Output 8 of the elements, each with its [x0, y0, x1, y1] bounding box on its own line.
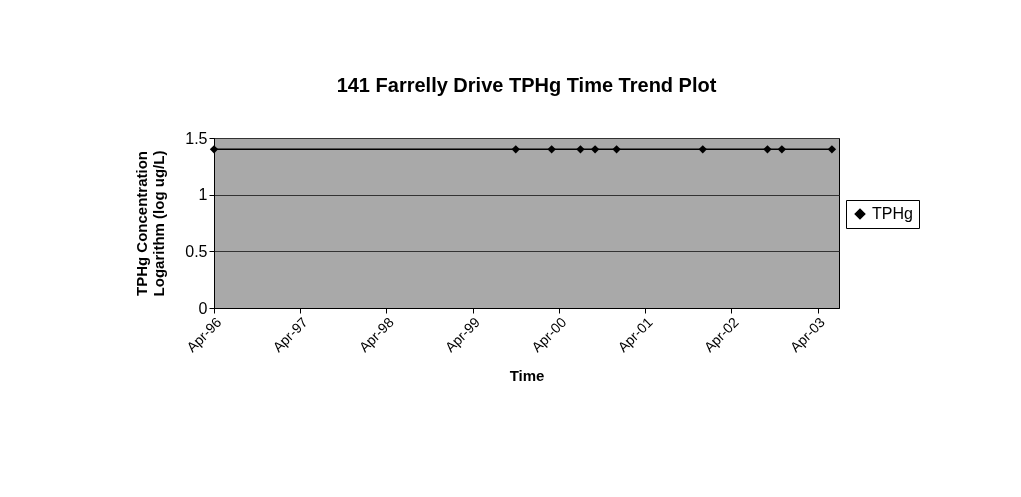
y-tick-label: 1 [198, 186, 208, 204]
legend-label: TPHg [872, 205, 913, 222]
y-tick-label: 0 [198, 299, 208, 317]
y-tick-label: 1.5 [185, 129, 208, 147]
y-tick-label: 0.5 [185, 242, 208, 260]
chart-title: 141 Farrelly Drive TPHg Time Trend Plot [336, 74, 717, 96]
x-axis-title: Time [509, 367, 545, 385]
y-axis-title: TPHg Concentration Logarithm (log ug/L) [133, 150, 168, 297]
